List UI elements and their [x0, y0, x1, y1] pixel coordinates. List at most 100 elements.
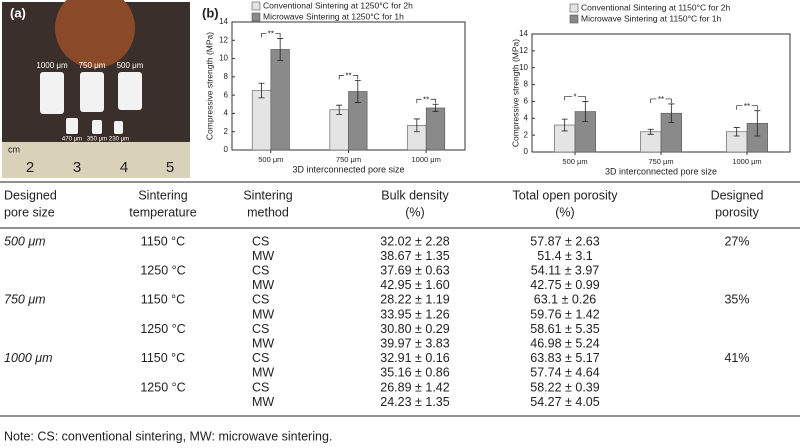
sintering-method: MW	[252, 307, 274, 321]
bulk-density: 37.69 ± 0.63	[380, 263, 449, 277]
ruler-number: 5	[166, 159, 174, 176]
open-porosity: 46.98 ± 5.24	[530, 336, 599, 350]
error-bar	[754, 110, 761, 137]
error-bar	[647, 128, 654, 135]
x-tick-label: 1000 μm	[411, 155, 440, 164]
bar	[425, 107, 446, 151]
sintering-method: MW	[252, 336, 274, 350]
y-tick-label: 6	[524, 97, 529, 106]
ruler	[2, 142, 190, 178]
bar	[329, 109, 349, 151]
y-tick-label: 0	[224, 145, 229, 154]
sintering-method: MW	[252, 278, 274, 292]
open-porosity: 57.87 ± 2.63	[530, 234, 599, 248]
y-tick-label: 2	[224, 127, 229, 136]
ruler-unit: cm	[8, 144, 20, 154]
pore-size: 500 μm	[4, 234, 46, 248]
sintering-method: CS	[252, 322, 269, 336]
table-header: Sintering	[138, 188, 187, 202]
x-axis-label: 3D interconnected pore size	[292, 164, 404, 174]
photo: (a) 1000 μm 750 μm 500 μm 470 μm 350 μm …	[2, 0, 190, 178]
legend-label: Microwave Sintering at 1150°C for 1h	[581, 13, 722, 23]
open-porosity: 51.4 ± 3.1	[537, 249, 593, 263]
error-bar	[733, 127, 740, 137]
error-bar	[277, 38, 284, 61]
open-porosity: 54.11 ± 3.97	[531, 263, 600, 277]
sintering-method: MW	[252, 366, 274, 380]
error-bar	[668, 103, 675, 123]
sintering-temperature: 1150 °C	[141, 351, 185, 365]
x-tick-label: 750 μm	[336, 155, 361, 164]
panel-label: (b)	[202, 5, 219, 20]
open-porosity: 42.75 ± 0.99	[530, 278, 599, 292]
y-tick-label: 8	[524, 80, 529, 89]
open-porosity: 54.27 ± 4.05	[530, 395, 599, 409]
bulk-density: 38.67 ± 1.35	[380, 249, 449, 263]
significance-label: **	[744, 102, 750, 111]
bulk-density: 35.16 ± 0.86	[380, 366, 449, 380]
sintering-temperature: 1250 °C	[140, 322, 185, 336]
open-porosity: 57.74 ± 4.64	[530, 366, 599, 380]
y-tick-label: 12	[519, 46, 528, 55]
x-axis-label: 3D interconnected pore size	[605, 166, 717, 176]
error-bar	[432, 103, 439, 112]
x-tick-label: 500 μm	[258, 155, 283, 164]
significance-label: **	[658, 95, 664, 104]
error-bar	[561, 118, 568, 132]
table-header: (%)	[405, 205, 424, 219]
legend-swatch	[569, 3, 579, 13]
significance-label: **	[345, 72, 351, 81]
legend-label: Conventional Sintering at 1250°C for 2h	[263, 0, 413, 10]
y-tick-label: 8	[224, 72, 229, 81]
sintering-temperature: 1150 °C	[141, 234, 185, 248]
y-tick-label: 14	[519, 29, 528, 38]
significance-label: *	[573, 93, 576, 102]
error-bar	[336, 104, 343, 115]
designed-porosity: 27%	[724, 234, 749, 248]
legend-swatch	[569, 14, 579, 24]
significance-bracket	[736, 105, 758, 110]
sample-label: 1000 μm	[36, 61, 68, 70]
pore-size: 750 μm	[4, 293, 46, 307]
sintering-temperature: 1150 °C	[141, 293, 185, 307]
bulk-density: 42.95 ± 1.60	[380, 278, 449, 292]
y-tick-label: 0	[524, 147, 529, 156]
table-note: Note: CS: conventional sintering, MW: mi…	[4, 429, 332, 443]
sample-label: 750 μm	[79, 61, 106, 70]
significance-bracket	[650, 98, 672, 103]
ruler-number: 2	[26, 159, 34, 176]
y-axis-label: Compressive strength (MPa)	[510, 39, 520, 147]
x-tick-label: 500 μm	[562, 157, 587, 166]
table-header: method	[247, 205, 289, 219]
error-bar	[354, 80, 361, 103]
bulk-density: 33.95 ± 1.26	[380, 307, 449, 321]
error-bar	[582, 101, 589, 123]
bulk-density: 39.97 ± 3.83	[380, 336, 449, 350]
coin	[55, 0, 135, 68]
pore-size: 1000 μm	[4, 351, 53, 365]
designed-porosity: 41%	[724, 351, 749, 365]
table-header: pore size	[4, 205, 55, 219]
sintering-temperature: 1250 °C	[140, 380, 185, 394]
sintering-method: MW	[252, 249, 274, 263]
bulk-density: 26.89 ± 1.42	[380, 380, 449, 394]
bar	[640, 131, 662, 153]
bar	[270, 49, 290, 151]
error-bar	[258, 82, 265, 99]
bulk-density: 30.80 ± 0.29	[380, 322, 449, 336]
open-porosity: 63.1 ± 0.26	[534, 293, 597, 307]
panel-label: (a)	[10, 5, 26, 20]
open-porosity: 58.61 ± 5.35	[530, 322, 599, 336]
sample-label: 350 μm	[87, 137, 107, 143]
significance-label: **	[268, 30, 274, 39]
samples	[40, 72, 142, 134]
y-tick-label: 4	[224, 109, 229, 118]
y-tick-label: 6	[224, 90, 229, 99]
sintering-method: MW	[252, 395, 274, 409]
y-tick-label: 10	[519, 63, 528, 72]
legend-label: Microwave Sintering at 1250°C for 1h	[263, 11, 404, 21]
legend-label: Conventional Sintering at 1150°C for 2h	[581, 2, 731, 12]
ruler-number: 4	[120, 159, 128, 176]
significance-bracket	[261, 33, 281, 38]
